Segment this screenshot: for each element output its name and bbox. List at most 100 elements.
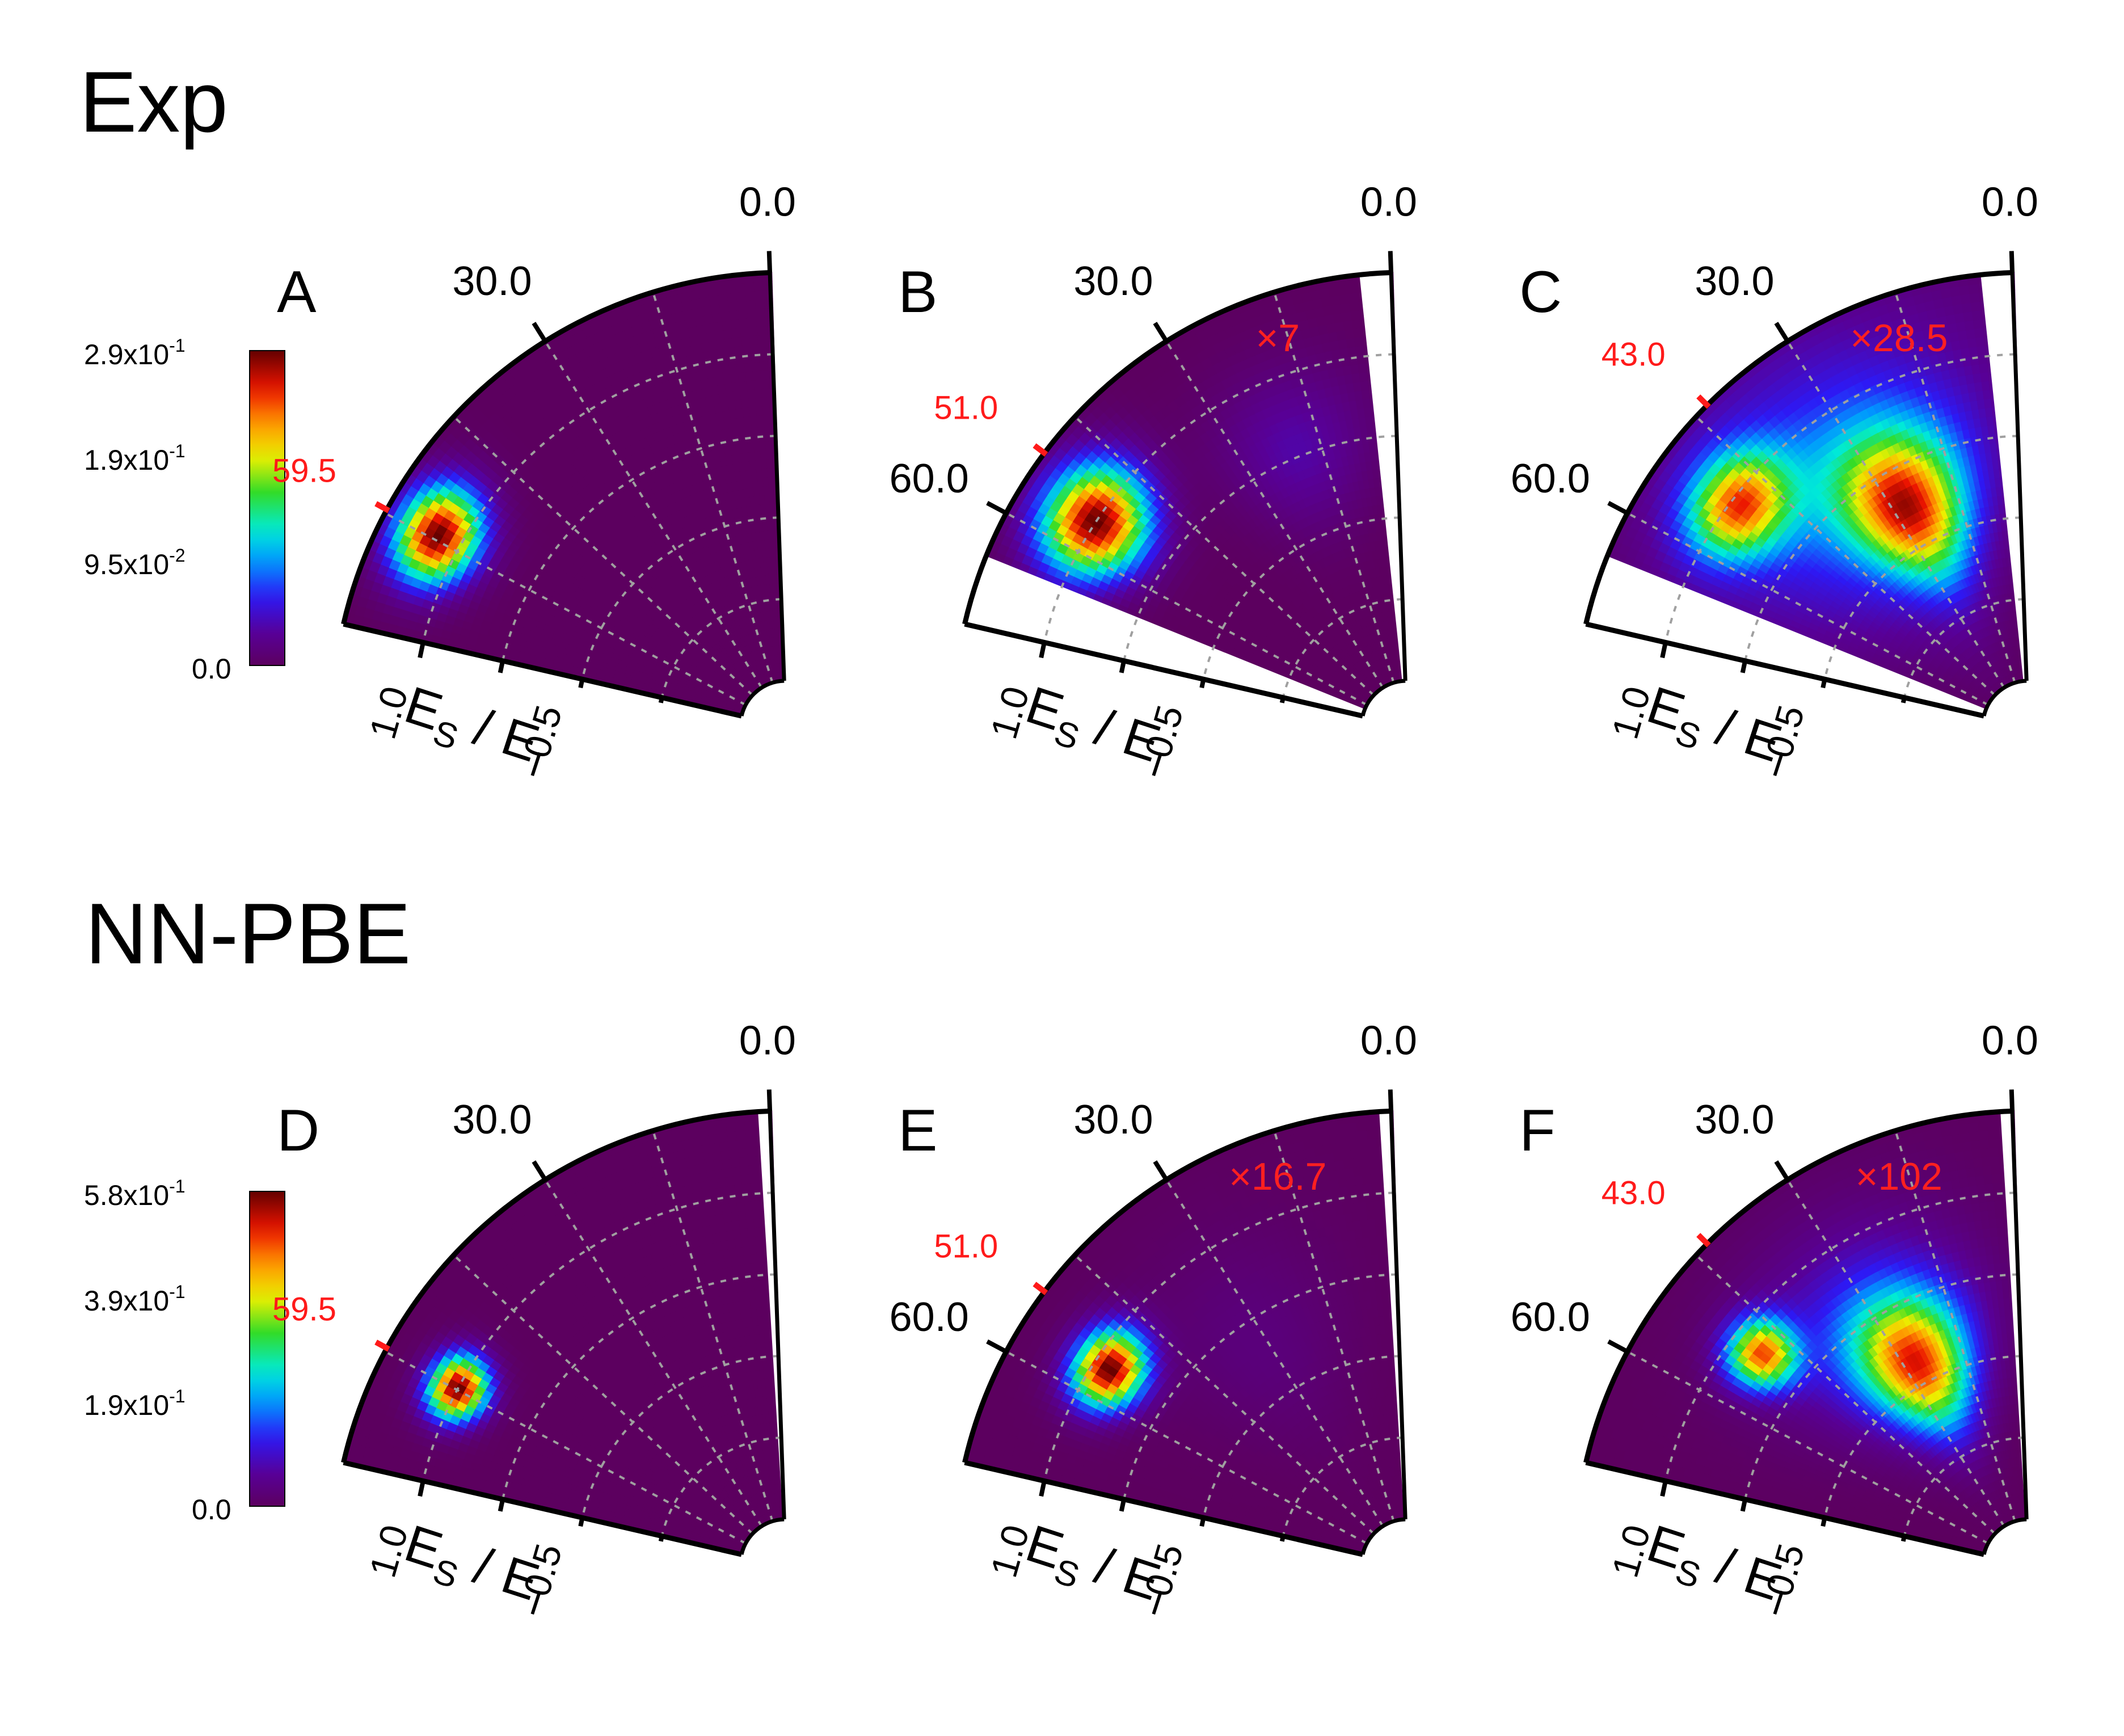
heatmap-cell	[707, 625, 717, 635]
heatmap-cell	[553, 586, 566, 597]
heatmap-cell	[584, 605, 596, 615]
heatmap-cell	[643, 550, 654, 561]
heatmap-cell	[751, 682, 758, 692]
heatmap-cell	[730, 536, 738, 547]
heatmap-cell	[721, 606, 729, 617]
heatmap-cell	[584, 531, 596, 543]
heatmap-cell	[706, 615, 715, 625]
heatmap-cell	[756, 584, 762, 595]
heatmap-cell	[629, 515, 641, 527]
heatmap-cell	[571, 591, 583, 602]
heatmap-cell	[691, 531, 700, 542]
heatmap-cell	[727, 667, 736, 676]
heatmap-cell	[731, 677, 739, 685]
heatmap-cell	[696, 623, 705, 633]
heatmap-cell	[740, 680, 748, 689]
heatmap-cell	[665, 686, 675, 693]
heatmap-cell	[709, 602, 718, 613]
heatmap-cell	[634, 546, 645, 558]
heatmap-cell	[725, 624, 733, 634]
heatmap-cell	[683, 599, 693, 609]
heatmap-cell	[680, 496, 690, 508]
heatmap-cell	[757, 602, 763, 613]
heatmap-cell	[728, 697, 738, 703]
heatmap-cell	[567, 618, 579, 628]
heatmap-cell	[543, 587, 555, 598]
heatmap-cell	[651, 544, 661, 555]
heatmap-cell	[709, 661, 718, 669]
heatmap-cell	[684, 665, 694, 673]
heatmap-cell	[707, 637, 717, 646]
heatmap-cell	[668, 554, 678, 565]
heatmap-cell	[776, 672, 779, 682]
heatmap-cell	[589, 596, 601, 607]
heatmap-cell	[699, 674, 709, 682]
heatmap-cell	[581, 609, 593, 620]
heatmap-cell	[737, 609, 744, 619]
heatmap-cell	[648, 582, 659, 592]
heatmap-cell	[751, 642, 757, 652]
heatmap-cell	[565, 622, 576, 633]
heatmap-cell	[751, 661, 757, 671]
heatmap-cell	[664, 692, 674, 698]
heatmap-cell	[606, 664, 617, 672]
heatmap-cell	[597, 618, 609, 628]
heatmap-cell	[662, 485, 673, 497]
heatmap-cell	[752, 681, 760, 690]
heatmap-cell	[696, 519, 705, 530]
panel-b: 0.030.060.051.01.0 0.5ES / EI×7B	[890, 180, 1417, 785]
heatmap-cell	[638, 488, 650, 500]
heatmap-cell	[624, 508, 635, 520]
heatmap-cell	[673, 648, 684, 657]
heatmap-cell	[647, 639, 658, 648]
heatmap-cell	[638, 499, 649, 511]
heatmap-cell	[736, 639, 743, 648]
heatmap-cell	[701, 630, 710, 640]
heatmap-cell	[605, 512, 617, 524]
heatmap-cell	[714, 600, 722, 610]
heatmap-cell	[657, 487, 668, 499]
heatmap-cell	[626, 565, 637, 576]
heatmap-cell	[604, 606, 616, 617]
heatmap-cell	[648, 471, 660, 484]
heatmap-cell	[683, 623, 693, 633]
heatmap-cell	[692, 614, 701, 625]
heatmap-cell	[755, 603, 761, 613]
heatmap-cell	[735, 702, 745, 708]
heatmap-cell	[657, 519, 668, 530]
heatmap-cell	[666, 628, 676, 638]
heatmap-cell	[701, 690, 711, 697]
heatmap-cell	[673, 561, 684, 572]
heatmap-cell	[702, 536, 711, 547]
heatmap-cell	[686, 484, 696, 496]
heatmap-cell	[776, 645, 779, 655]
heatmap-cell	[743, 690, 752, 697]
heatmap-cell	[717, 681, 726, 688]
heatmap-cell	[726, 701, 736, 706]
heatmap-cell	[677, 629, 687, 639]
heatmap-cell	[573, 626, 584, 636]
heatmap-cell	[727, 613, 735, 623]
heatmap-cell	[726, 702, 736, 707]
heatmap-cell	[696, 600, 705, 610]
heatmap-cell	[727, 682, 736, 689]
heatmap-cell	[749, 652, 756, 662]
heatmap-cell	[721, 661, 730, 670]
heatmap-cell	[566, 538, 578, 550]
heatmap-cell	[664, 646, 675, 655]
heatmap-cell	[579, 550, 591, 562]
heatmap-cell	[617, 620, 628, 630]
heatmap-cell	[720, 693, 730, 700]
heatmap-cell	[719, 678, 728, 685]
heatmap-cell	[666, 578, 676, 589]
heatmap-cell	[561, 591, 573, 602]
heatmap-cell	[736, 685, 744, 693]
heatmap-cell	[704, 595, 713, 605]
heatmap-cell	[680, 557, 690, 568]
heatmap-cell	[691, 655, 701, 663]
heatmap-cell	[661, 495, 672, 507]
heatmap-cell	[672, 480, 683, 492]
heatmap-cell	[730, 563, 738, 574]
heatmap-cell	[644, 644, 655, 654]
heatmap-cell	[687, 645, 697, 654]
